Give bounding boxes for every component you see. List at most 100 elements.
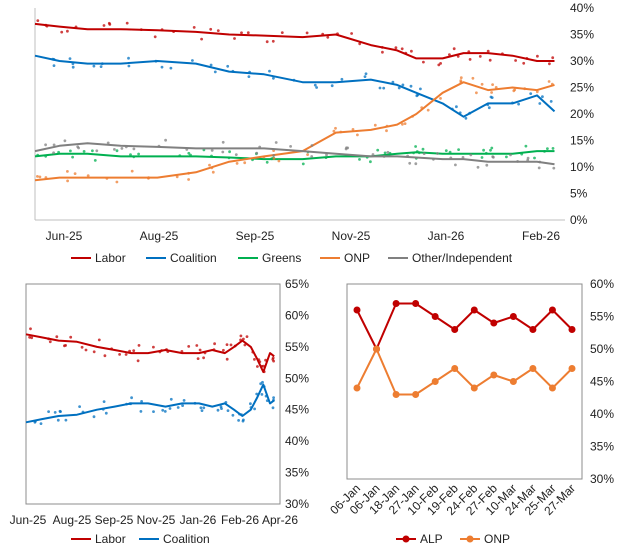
poll-point: [274, 141, 278, 144]
poll-point: [381, 50, 384, 54]
poll-point: [63, 139, 67, 143]
poll-point: [551, 147, 555, 150]
poll-point: [408, 161, 412, 165]
poll-point: [69, 149, 72, 153]
poll-point: [66, 179, 69, 183]
poll-point: [419, 87, 422, 91]
poll-point: [459, 76, 463, 80]
x-tick-label: Feb-26: [522, 229, 560, 243]
y-tick-label: 60%: [285, 308, 309, 322]
poll-point: [208, 163, 211, 167]
chart-1: [34, 8, 565, 259]
poll-point: [73, 172, 77, 176]
poll-point: [268, 69, 271, 73]
poll-point: [382, 86, 386, 90]
poll-point: [175, 175, 179, 179]
poll-point: [261, 380, 264, 384]
poll-point: [476, 165, 480, 169]
x-tick-label: Nov-25: [137, 513, 176, 527]
poll-point: [71, 65, 75, 69]
poll-point: [216, 408, 220, 412]
data-marker: [470, 306, 478, 314]
poll-point: [422, 60, 425, 64]
poll-point: [350, 32, 353, 35]
poll-point: [64, 418, 68, 422]
poll-point: [95, 149, 99, 153]
y-tick-label: 40%: [570, 1, 594, 15]
poll-point: [229, 343, 233, 347]
series-line: [34, 54, 556, 118]
poll-point: [71, 155, 74, 159]
poll-point: [213, 70, 217, 74]
poll-point: [306, 153, 309, 157]
poll-point: [344, 147, 348, 151]
poll-point: [152, 410, 155, 413]
poll-point: [245, 335, 249, 338]
legend-label-onp: ONP: [344, 251, 370, 265]
data-marker: [509, 313, 517, 320]
poll-point: [401, 83, 405, 87]
poll-point: [491, 83, 494, 86]
poll-point: [233, 37, 236, 40]
y-tick-label: 20%: [570, 107, 594, 121]
data-marker: [548, 306, 556, 314]
poll-point: [195, 344, 199, 347]
series-line: [34, 22, 555, 62]
poll-point: [436, 152, 439, 155]
poll-point: [426, 108, 430, 112]
poll-point: [221, 140, 225, 144]
poll-point: [383, 151, 387, 155]
poll-point: [228, 150, 232, 154]
poll-point: [457, 148, 460, 152]
data-marker: [431, 378, 439, 385]
poll-point: [210, 149, 214, 152]
poll-point: [187, 151, 191, 155]
poll-point: [187, 178, 191, 181]
poll-point: [469, 153, 473, 157]
poll-point: [76, 145, 80, 149]
poll-point: [28, 335, 31, 339]
y-tick-label: 30%: [285, 497, 309, 511]
series-line: [25, 383, 275, 424]
poll-point: [358, 158, 361, 161]
poll-point: [548, 62, 551, 66]
poll-point: [475, 91, 478, 95]
chart-3: [346, 283, 583, 543]
y-tick-label: 40%: [285, 434, 309, 448]
plot-frame: [25, 283, 281, 505]
series-coalition: [34, 54, 556, 120]
poll-point: [182, 399, 186, 402]
poll-point: [529, 92, 533, 95]
poll-point: [373, 123, 377, 127]
poll-point: [44, 143, 47, 147]
poll-point: [410, 49, 413, 53]
y-tick-label: 35%: [285, 466, 309, 480]
poll-point: [163, 410, 167, 413]
poll-point: [125, 21, 129, 25]
poll-point: [198, 348, 202, 352]
poll-point: [549, 100, 553, 103]
y-tick-label: 50%: [285, 371, 309, 385]
poll-point: [272, 157, 276, 160]
poll-point: [422, 152, 426, 156]
poll-point: [36, 175, 39, 178]
poll-point: [196, 357, 200, 360]
data-marker: [548, 384, 556, 392]
poll-point: [39, 422, 43, 425]
poll-point: [38, 175, 42, 179]
poll-point: [235, 162, 239, 165]
legend-marker: [402, 535, 410, 543]
poll-point: [526, 156, 530, 160]
series-coalition: [25, 380, 275, 425]
poll-point: [139, 410, 143, 413]
poll-point: [315, 86, 318, 89]
poll-point: [242, 418, 245, 422]
poll-point: [256, 365, 259, 368]
poll-point: [514, 59, 517, 62]
poll-point: [192, 26, 196, 29]
poll-point: [439, 97, 442, 100]
poll-point: [537, 166, 541, 170]
y-tick-label: 55%: [285, 340, 309, 354]
poll-point: [480, 156, 484, 159]
poll-point: [277, 159, 281, 163]
